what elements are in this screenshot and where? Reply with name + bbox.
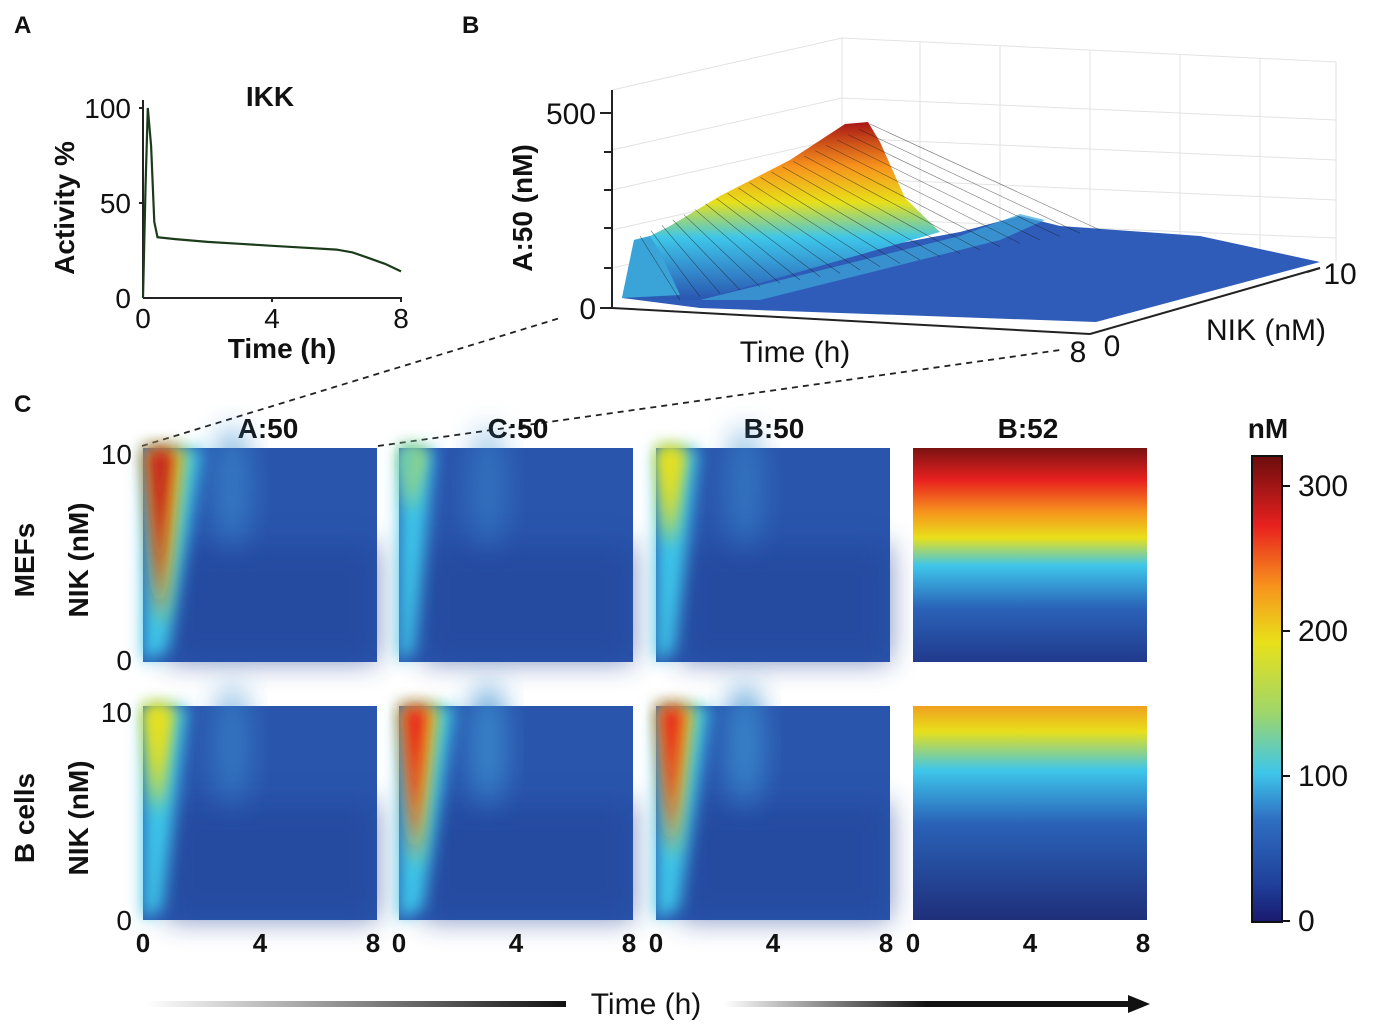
chart-b-ytick: 0 <box>1104 330 1121 363</box>
chart-b-mesh-line <box>749 182 881 267</box>
chart-c-xlabel: Time (h) <box>591 988 702 1021</box>
chart-c-xtick: 8 <box>879 928 893 958</box>
chart-c-ylabel: NIK (nM) <box>63 502 94 617</box>
colorbar-tick-label: 300 <box>1298 470 1348 503</box>
chart-b: 500 0 A:50 (nM) Time (h) 8 0 10 NIK (nM) <box>507 37 1357 369</box>
chart-a-ytick: 50 <box>100 188 131 219</box>
chart-b-y-axis <box>1089 267 1321 335</box>
chart-b-mesh-line <box>650 230 701 297</box>
heatmap-fill <box>913 706 1147 920</box>
chart-a-xtick: 8 <box>393 303 409 334</box>
chart-b-mesh-line <box>760 177 901 264</box>
chart-b-mesh-line <box>705 203 801 281</box>
colorbar-tick-label: 0 <box>1298 905 1315 938</box>
heatmap-cell <box>913 448 1147 662</box>
chart-b-ytick: 10 <box>1323 258 1356 291</box>
heatmap-cell <box>399 426 633 662</box>
chart-b-mesh-line <box>793 161 961 254</box>
chart-b-mesh-line <box>815 150 1001 247</box>
chart-b-mesh-line <box>782 166 941 257</box>
chart-c-xtick: 4 <box>253 928 268 958</box>
chart-b-mesh-line <box>672 219 741 291</box>
chart-b-mesh-line <box>804 155 981 251</box>
chart-b-mesh-lines <box>639 123 1101 301</box>
chart-b-xlabel: Time (h) <box>740 336 851 369</box>
colorbar-tick-label: 200 <box>1298 615 1348 648</box>
chart-b-mesh-line <box>869 123 1101 231</box>
panel-label-c: C <box>14 391 31 418</box>
chart-c-ytick: 10 <box>101 439 132 470</box>
chart-c-xtick: 0 <box>906 928 920 958</box>
chart-c-xtick: 0 <box>136 928 150 958</box>
chart-c-ytick: 0 <box>116 645 132 676</box>
chart-a-title: IKK <box>246 81 294 112</box>
chart-a-series-line <box>141 107 402 299</box>
chart-b-mesh-line <box>858 129 1081 234</box>
chart-b-mesh-line <box>847 134 1061 237</box>
heatmap-cell <box>656 426 890 662</box>
chart-c-xtick: 0 <box>392 928 406 958</box>
heatmap-cell <box>143 684 377 920</box>
chart-a-ytick: 100 <box>84 93 131 124</box>
chart-b-mesh-line <box>716 198 821 277</box>
chart-b-mesh-line <box>837 139 1041 241</box>
chart-b-surface-base <box>622 216 1320 322</box>
heatmap-cell <box>656 684 890 920</box>
chart-c-xtick: 4 <box>1023 928 1038 958</box>
chart-c-column-title: A:50 <box>238 413 299 444</box>
panel-label-b: B <box>462 12 479 39</box>
chart-c-xtick: 0 <box>649 928 663 958</box>
chart-b-x-axis <box>611 307 1091 335</box>
chart-a-xtick: 0 <box>135 303 151 334</box>
chart-c-xtick: 4 <box>509 928 524 958</box>
chart-b-ztick: 500 <box>546 98 596 131</box>
chart-b-mesh-line <box>771 171 921 261</box>
time-arrow-head <box>1128 995 1150 1013</box>
chart-a: IKK 100 50 0 0 4 8 Time (h) Activity % <box>49 81 409 364</box>
chart-c-xtick: 8 <box>366 928 380 958</box>
chart-c-row-label: MEFs <box>9 523 40 598</box>
chart-c: A:50 C:50 B:50 B:52 MEFs B cells NIK (nM… <box>9 413 1150 1021</box>
chart-c-xtick: 8 <box>622 928 636 958</box>
chart-b-mesh-line <box>826 145 1021 244</box>
chart-b-mesh-line <box>683 214 761 287</box>
chart-c-column-title: B:52 <box>998 413 1059 444</box>
colorbar-tick-label: 100 <box>1298 760 1348 793</box>
chart-a-ylabel: Activity % <box>49 141 80 275</box>
chart-b-xtick: 8 <box>1070 336 1087 369</box>
heatmap-cell <box>913 706 1147 920</box>
colorbar-gradient <box>1251 455 1283 923</box>
chart-a-ytick: 0 <box>115 283 131 314</box>
panel-label-a: A <box>14 12 31 39</box>
chart-c-xtick: 4 <box>766 928 781 958</box>
chart-b-zlabel: A:50 (nM) <box>507 144 538 272</box>
chart-b-mesh-line <box>639 235 681 301</box>
chart-c-row-label: B cells <box>9 773 40 863</box>
chart-a-xtick: 4 <box>264 303 280 334</box>
chart-b-mesh-line <box>661 225 721 294</box>
chart-b-mesh-line <box>738 187 861 271</box>
chart-b-ylabel: NIK (nM) <box>1206 314 1326 347</box>
chart-b-mesh-line <box>727 193 841 274</box>
chart-b-mesh-line <box>694 209 781 284</box>
chart-c-ylabel: NIK (nM) <box>63 760 94 875</box>
chart-c-xtick: 8 <box>1136 928 1150 958</box>
heatmap-cell <box>143 426 377 662</box>
heatmap-cell <box>399 684 633 920</box>
chart-c-ytick: 10 <box>101 697 132 728</box>
chart-c-ytick: 0 <box>116 905 132 936</box>
chart-b-ztick: 0 <box>579 293 596 326</box>
colorbar-label: nM <box>1248 413 1288 444</box>
colorbar: nM 0 100 200 300 <box>1248 413 1348 938</box>
chart-b-surface-ridge <box>622 122 940 300</box>
heatmap-fill <box>913 448 1147 662</box>
chart-a-xlabel: Time (h) <box>228 333 336 364</box>
time-arrow-left <box>146 1001 566 1007</box>
time-arrow-right <box>724 1001 1130 1007</box>
